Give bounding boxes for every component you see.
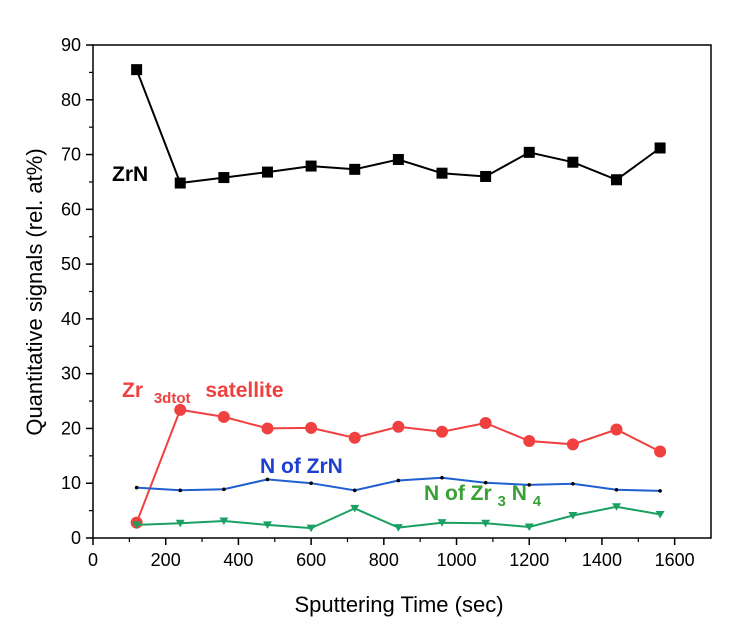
data-point-n-of-zrn-720 [352, 488, 357, 493]
series-line-zrn [135, 69, 661, 185]
x-tick-label-600: 600 [296, 550, 326, 570]
data-point-zr-3dtot-satellite-840 [392, 420, 405, 433]
data-point-n-of-zr3n4-1320 [568, 512, 578, 520]
data-point-zr-3dtot-satellite-480 [261, 422, 274, 435]
series-label-sub-3: 3 [498, 493, 506, 510]
series-label-n: N [512, 482, 527, 505]
y-axis-label: Quantitative signals (rel. at%) [22, 148, 47, 435]
data-point-zrn-1080 [480, 170, 492, 182]
data-point-zrn-1320 [567, 156, 579, 168]
data-point-n-of-zrn-1560 [658, 489, 662, 493]
series-label-n-of-zrn: N of ZrN [260, 455, 343, 478]
data-point-n-of-zrn-1080 [483, 480, 488, 485]
y-tick-label-90: 90 [61, 35, 81, 55]
data-point-n-of-zr3n4-960 [437, 519, 447, 527]
data-point-n-of-zrn-840 [396, 478, 401, 483]
data-point-n-of-zrn-1320 [571, 481, 575, 486]
data-point-zrn-480 [261, 166, 273, 178]
data-point-zr-3dtot-satellite-1440 [610, 423, 623, 436]
data-point-n-of-zr3n4-480 [262, 521, 272, 529]
data-point-n-of-zrn-600 [309, 481, 313, 486]
series-n-of-zr3n4 [132, 503, 665, 533]
x-tick-label-1600: 1600 [655, 550, 695, 570]
data-point-n-of-zr3n4-240 [175, 519, 185, 528]
data-point-n-of-zrn-960 [440, 475, 444, 480]
data-point-n-of-zr3n4-1440 [611, 503, 621, 511]
y-tick-label-70: 70 [61, 145, 81, 165]
data-point-zrn-120 [131, 64, 143, 76]
data-point-n-of-zr3n4-720 [350, 504, 360, 513]
data-point-zrn-1440 [610, 174, 622, 186]
data-point-zr-3dtot-satellite-1200 [523, 435, 536, 448]
data-point-zrn-1200 [523, 146, 535, 158]
data-point-zr-3dtot-satellite-960 [435, 425, 448, 438]
y-tick-label-40: 40 [61, 309, 81, 329]
series-label-zr-subscript: 3dtot [154, 390, 191, 407]
y-tick-label-20: 20 [61, 418, 81, 438]
series-label-zr-main: Zr [122, 379, 143, 402]
data-point-zr-3dtot-satellite-360 [217, 410, 230, 423]
data-point-zr-3dtot-satellite-720 [348, 431, 361, 444]
data-point-zr-3dtot-satellite-1080 [479, 416, 492, 429]
x-axis-label: Sputtering Time (sec) [294, 592, 503, 617]
x-tick-label-1200: 1200 [509, 550, 549, 570]
y-tick-label-30: 30 [61, 364, 81, 384]
axes: 0 200 400 600 800 1000 1200 1400 1600 0 10 20 30 40 50… [61, 35, 712, 570]
y-tick-label-10: 10 [61, 473, 81, 493]
series-layer [130, 64, 667, 533]
data-point-zrn-960 [436, 167, 448, 179]
data-point-n-of-zrn-360 [222, 487, 226, 492]
data-point-n-of-zr3n4-1200 [524, 523, 534, 532]
x-tick-label-800: 800 [369, 550, 399, 570]
data-point-zrn-1560 [654, 142, 666, 154]
y-tick-label-50: 50 [61, 254, 81, 274]
data-point-zrn-360 [218, 172, 230, 184]
labels-layer: Sputtering Time (sec) Quantitative signa… [22, 148, 542, 617]
y-tick-label-80: 80 [61, 90, 81, 110]
series-n-of-zrn [134, 475, 662, 493]
data-point-zr-3dtot-satellite-600 [305, 421, 318, 434]
data-point-n-of-zr3n4-600 [306, 524, 316, 533]
x-tick-label-0: 0 [88, 550, 98, 570]
y-tick-label-60: 60 [61, 199, 81, 219]
data-point-n-of-zrn-240 [178, 488, 183, 493]
x-tick-label-1000: 1000 [437, 550, 477, 570]
data-point-zrn-720 [349, 163, 361, 175]
data-point-n-of-zrn-1440 [614, 487, 619, 492]
series-label-zr3dtot-satellite: Zr 3dtot satellite [122, 379, 284, 408]
series-label-n-of-zr: N of Zr [424, 482, 492, 505]
data-point-n-of-zr3n4-840 [393, 524, 403, 532]
y-tick-label-0: 0 [71, 528, 81, 548]
data-point-n-of-zrn-1200 [527, 483, 532, 487]
series-label-n-of-zr3n4: N of Zr 3 N 4 [424, 482, 542, 511]
data-point-zrn-840 [392, 153, 404, 165]
series-label-zrn: ZrN [112, 163, 148, 186]
data-point-n-of-zr3n4-360 [219, 517, 229, 526]
x-tick-label-1400: 1400 [582, 550, 622, 570]
data-point-zrn-600 [305, 160, 317, 172]
series-zr-3dtot-satellite [130, 403, 667, 529]
x-tick-label-400: 400 [223, 550, 253, 570]
data-point-n-of-zrn-120 [134, 485, 139, 490]
data-point-zr-3dtot-satellite-1320 [566, 438, 579, 451]
data-point-zrn-240 [174, 177, 186, 189]
data-point-n-of-zr3n4-120 [132, 521, 142, 529]
series-label-sub-4: 4 [533, 493, 542, 510]
x-tick-label-200: 200 [151, 550, 181, 570]
series-label-zr-rest: satellite [205, 379, 283, 402]
data-point-zr-3dtot-satellite-240 [174, 403, 187, 416]
series-zrn [131, 64, 666, 189]
plot-frame [92, 44, 712, 539]
data-point-zr-3dtot-satellite-1560 [654, 445, 667, 458]
data-point-n-of-zr3n4-1560 [655, 510, 665, 519]
data-point-n-of-zr3n4-1080 [481, 519, 491, 528]
data-point-n-of-zrn-480 [265, 477, 270, 482]
